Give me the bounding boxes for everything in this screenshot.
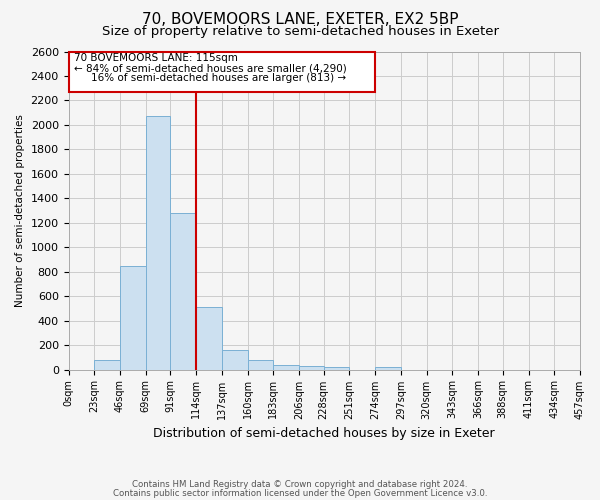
Bar <box>120 266 146 370</box>
Text: Size of property relative to semi-detached houses in Exeter: Size of property relative to semi-detach… <box>101 25 499 38</box>
Bar <box>274 366 299 370</box>
Text: Contains HM Land Registry data © Crown copyright and database right 2024.: Contains HM Land Registry data © Crown c… <box>132 480 468 489</box>
Bar <box>196 307 222 370</box>
Text: Contains public sector information licensed under the Open Government Licence v3: Contains public sector information licen… <box>113 490 487 498</box>
FancyBboxPatch shape <box>68 52 375 92</box>
Bar <box>324 367 349 370</box>
Text: 70 BOVEMOORS LANE: 115sqm: 70 BOVEMOORS LANE: 115sqm <box>74 54 238 64</box>
Bar <box>375 367 401 370</box>
Text: 16% of semi-detached houses are larger (813) →: 16% of semi-detached houses are larger (… <box>91 73 346 83</box>
Y-axis label: Number of semi-detached properties: Number of semi-detached properties <box>15 114 25 307</box>
Bar <box>248 360 274 370</box>
Bar <box>170 213 196 370</box>
Text: ← 84% of semi-detached houses are smaller (4,290): ← 84% of semi-detached houses are smalle… <box>74 63 347 73</box>
Bar <box>146 116 170 370</box>
Bar <box>222 350 248 370</box>
Text: 70, BOVEMOORS LANE, EXETER, EX2 5BP: 70, BOVEMOORS LANE, EXETER, EX2 5BP <box>142 12 458 28</box>
Bar <box>94 360 120 370</box>
Bar <box>299 366 324 370</box>
X-axis label: Distribution of semi-detached houses by size in Exeter: Distribution of semi-detached houses by … <box>154 427 495 440</box>
